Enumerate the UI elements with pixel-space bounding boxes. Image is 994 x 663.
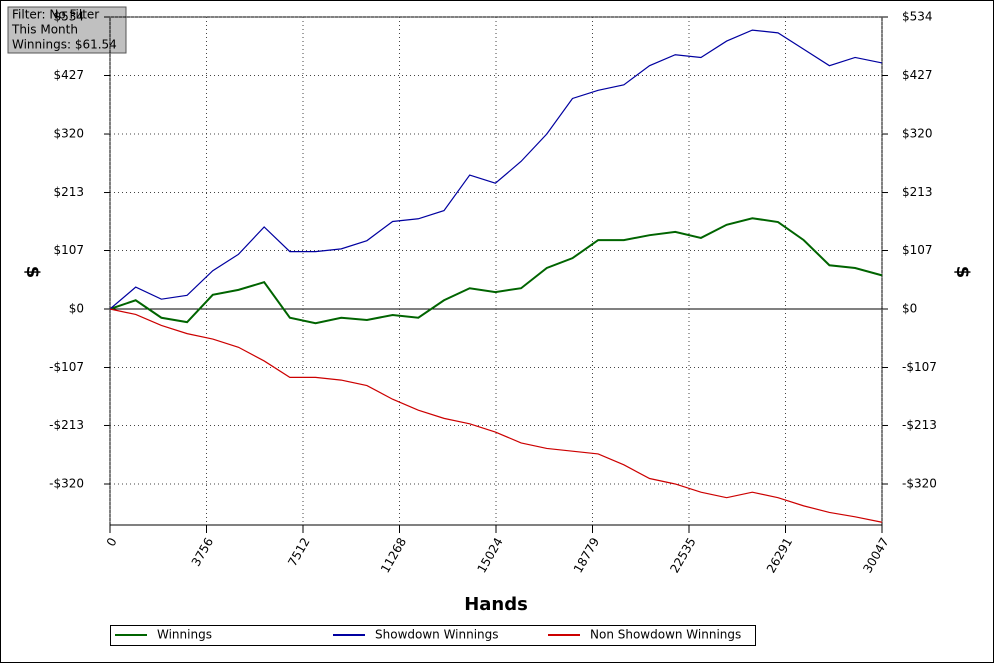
info-line: Filter: No Filter — [12, 8, 99, 22]
y-axis-label: $ — [22, 266, 43, 279]
y2-tick-label: $107 — [902, 243, 933, 257]
series-line — [109, 217, 883, 325]
y2-tick-label: -$107 — [902, 360, 937, 374]
y-tick-label: $213 — [53, 185, 84, 199]
legend-label: Non Showdown Winnings — [590, 628, 741, 642]
y2-tick-label: -$320 — [902, 476, 937, 490]
y2-tick-label: -$213 — [902, 418, 937, 432]
y-tick-label: -$320 — [49, 476, 84, 490]
info-line: Winnings: $61.54 — [12, 38, 117, 52]
y-tick-label: $534 — [53, 10, 84, 24]
y2-tick-label: $320 — [902, 127, 933, 141]
legend-label: Showdown Winnings — [375, 628, 499, 642]
y2-tick-label: $0 — [902, 302, 917, 316]
y2-axis-label: $ — [952, 266, 973, 279]
y2-tick-label: $534 — [902, 10, 933, 24]
series-line — [109, 29, 883, 310]
series-line — [109, 308, 883, 523]
info-line: This Month — [11, 23, 78, 37]
y-tick-label: $107 — [53, 243, 84, 257]
y-tick-label: $0 — [69, 302, 84, 316]
y-tick-label: -$107 — [49, 360, 84, 374]
x-axis-label: Hands — [464, 594, 528, 615]
info-box — [7, 6, 127, 54]
y2-tick-label: $213 — [902, 185, 933, 199]
y-tick-label: -$213 — [49, 418, 84, 432]
legend — [110, 625, 756, 646]
y-tick-label: $427 — [53, 68, 84, 82]
y-tick-label: $320 — [53, 127, 84, 141]
y2-tick-label: $427 — [902, 68, 933, 82]
legend-label: Winnings — [157, 628, 212, 642]
